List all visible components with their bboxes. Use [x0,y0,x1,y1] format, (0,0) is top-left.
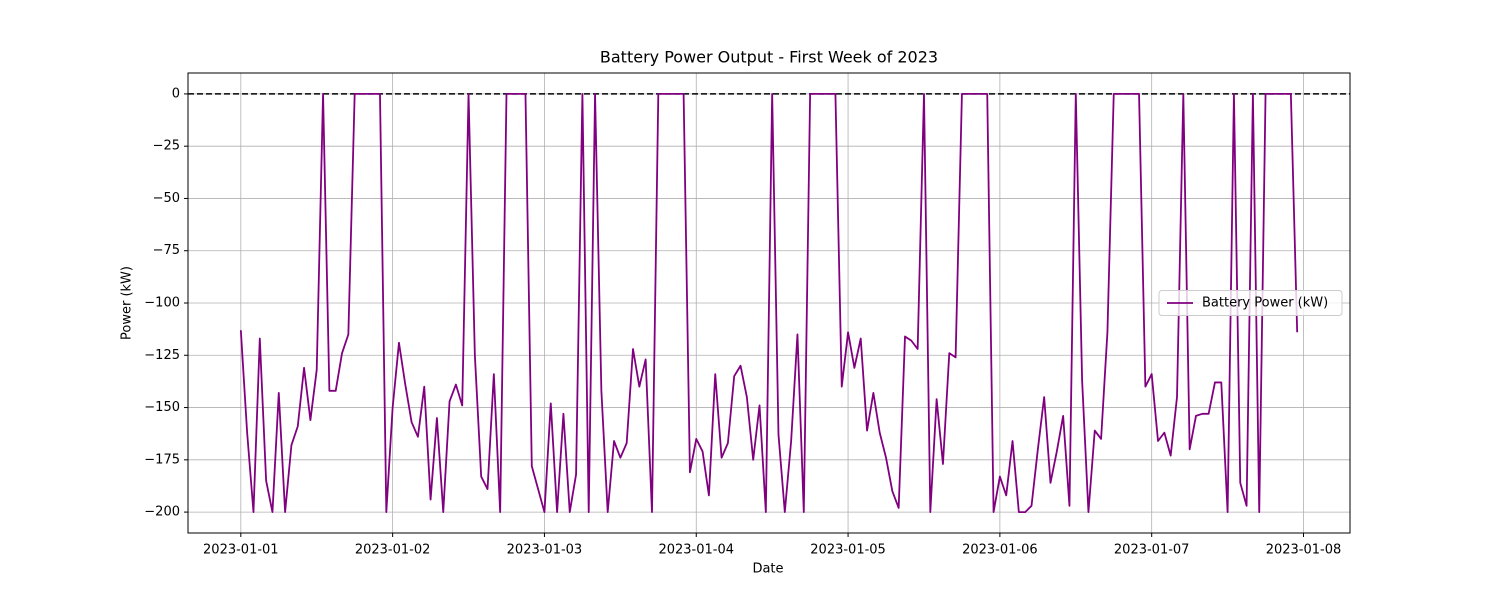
y-tick-label: −100 [144,296,180,311]
x-tick-label: 2023-01-02 [355,543,431,558]
y-tick-label: −50 [153,191,180,206]
x-tick-label: 2023-01-04 [658,543,734,558]
y-axis-label: Power (kW) [120,266,135,340]
x-tick-label: 2023-01-01 [203,543,279,558]
x-tick-label: 2023-01-05 [810,543,886,558]
y-tick-label: −150 [144,400,180,415]
y-tick-label: −125 [144,348,180,363]
data-line [239,93,1299,513]
y-tick-label: 0 [172,86,180,101]
y-tick-label: −25 [153,139,180,154]
chart-title: Battery Power Output - First Week of 202… [600,48,938,67]
y-tick-label: −200 [144,505,180,520]
legend-box [1158,290,1343,316]
y-tick-label: −75 [153,243,180,258]
x-tick-label: 2023-01-08 [1266,543,1342,558]
x-tick-label: 2023-01-06 [962,543,1038,558]
y-tick-label: −175 [144,452,180,467]
x-tick-label: 2023-01-03 [507,543,583,558]
x-tick-label: 2023-01-07 [1114,543,1190,558]
x-axis-label: Date [752,562,783,577]
legend-label: Battery Power (kW) [1202,296,1328,311]
plot-frame [187,72,1351,534]
